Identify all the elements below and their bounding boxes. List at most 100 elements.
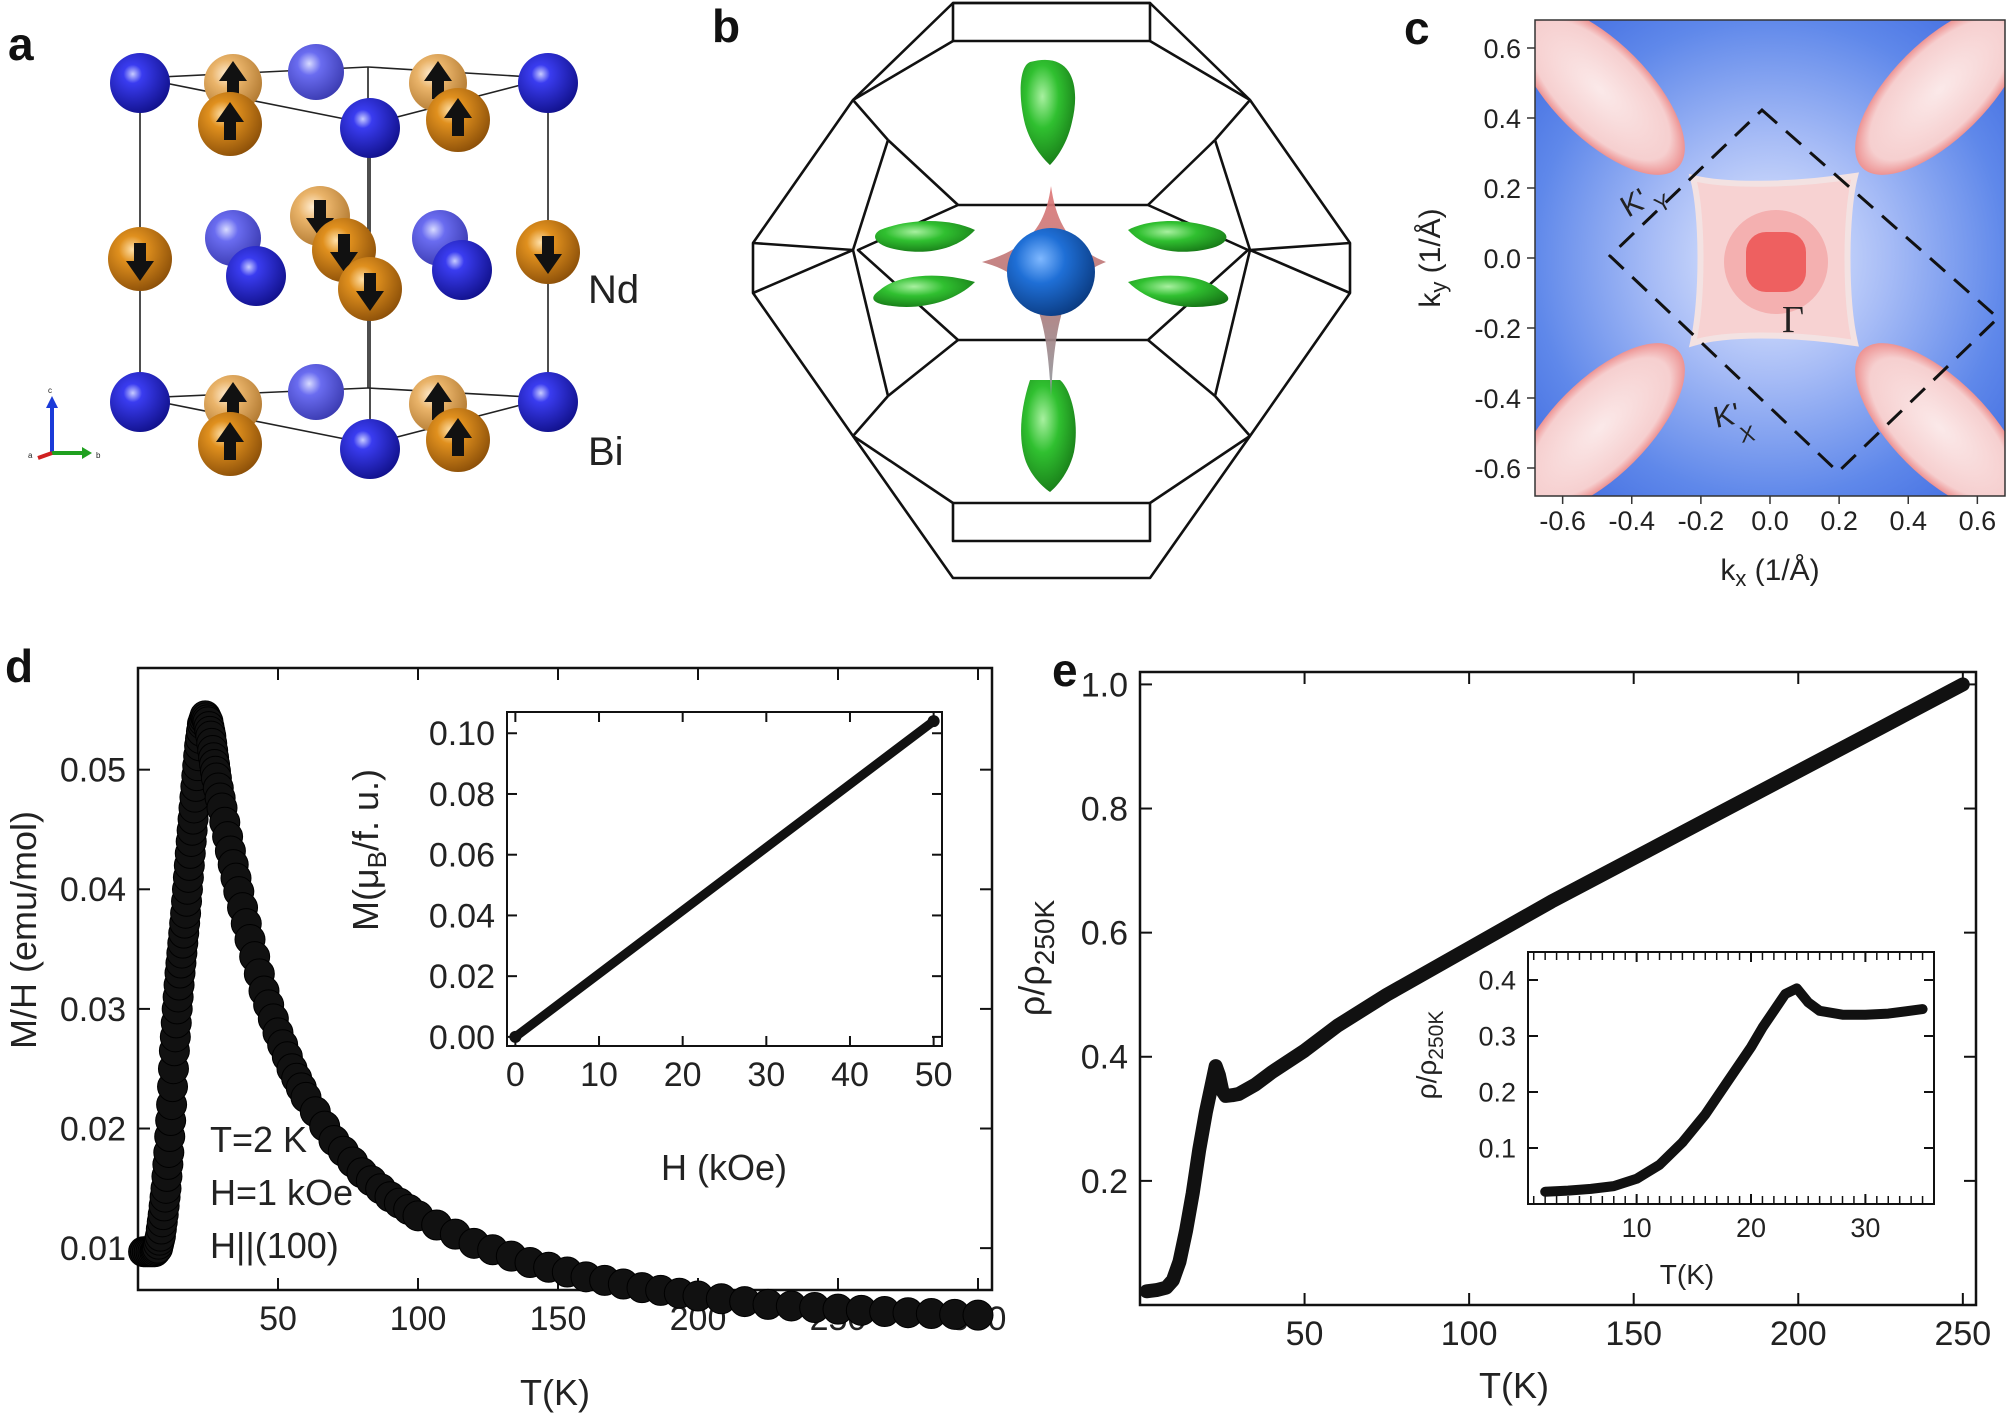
map-x-tick-label: -0.4 xyxy=(1608,506,1655,536)
e-inset-x-tick-label: 30 xyxy=(1850,1213,1880,1243)
d-main-ylabel: M/H (emu/mol) xyxy=(3,811,44,1049)
spin-down-arrow-icon xyxy=(330,234,358,272)
d-main-y-tick-label: 0.04 xyxy=(60,871,126,909)
atom-label-bi: Bi xyxy=(588,430,624,474)
axis-triad: c a b xyxy=(28,386,101,460)
d-inset-x-tick-label: 10 xyxy=(580,1056,618,1094)
map-y-tick-label: -0.6 xyxy=(1474,454,1521,484)
panel-label-e: e xyxy=(1052,644,1078,696)
chart-d-main: 501001502002503000.010.020.030.040.05 xyxy=(60,666,1006,1338)
spin-down-arrow-icon xyxy=(534,236,562,274)
map-image xyxy=(1535,20,2005,496)
e-inset-line xyxy=(1540,983,1928,1197)
d-inset-x-tick-label: 50 xyxy=(915,1056,953,1094)
gamma-label: Γ xyxy=(1782,299,1804,341)
map-y-tick-label: -0.4 xyxy=(1474,384,1521,414)
e-inset-ylabel: ρ/ρ250K xyxy=(1411,1011,1448,1100)
map-axes: -0.6 -0.4 -0.2 0.0 0.2 0.4 0.6 0.6 0.4 0.2 0.0 -0.2… xyxy=(1474,34,1996,536)
d-inset-x-tick-label: 40 xyxy=(831,1056,869,1094)
e-inset-y-tick-label: 0.2 xyxy=(1478,1077,1516,1107)
atoms xyxy=(108,44,580,479)
e-main-x-tick-label: 150 xyxy=(1605,1315,1662,1353)
d-inset-line xyxy=(510,716,939,1042)
e-main-y-tick-label: 1.0 xyxy=(1081,666,1128,704)
d-main-y-tick-label: 0.02 xyxy=(60,1110,126,1148)
d-main-y-tick-label: 0.05 xyxy=(60,752,126,790)
panel-label-d: d xyxy=(5,640,33,692)
kx-point-label: K' X xyxy=(1711,397,1758,448)
d-inset-y-tick-label: 0.10 xyxy=(429,715,495,753)
d-annotation-line-1: T=2 K xyxy=(210,1119,307,1160)
e-main-y-tick-label: 0.6 xyxy=(1081,915,1128,953)
chart-d-inset: 0 10 20 30 40 50 0.00 0.02 0.04 0.06 0.08 0.10 xyxy=(429,711,953,1094)
e-inset-y-tick-label: 0.1 xyxy=(1478,1133,1516,1163)
svg-text:X: X xyxy=(1738,420,1758,448)
panel-d-magnetization: d 501001502002503000.010.020.030.040.05 … xyxy=(3,640,1006,1413)
d-inset-y-tick-label: 0.08 xyxy=(429,776,495,814)
panel-e-resistivity: e 50 100 150 200 250 0.2 0.4 0.6 0.8 1.0 T(K) ρ/ρ… xyxy=(1011,644,1991,1406)
bi-atom xyxy=(340,98,400,158)
e-main-x-tick-label: 200 xyxy=(1770,1315,1827,1353)
spin-down-arrow-icon xyxy=(356,273,384,311)
e-main-x-tick-label: 250 xyxy=(1934,1315,1991,1353)
panel-label-a: a xyxy=(8,18,34,70)
chart-e-main: 50 100 150 200 250 0.2 0.4 0.6 0.8 1.0 xyxy=(1081,666,1991,1353)
e-inset-y-tick-label: 0.3 xyxy=(1478,1021,1516,1051)
bi-atom xyxy=(518,53,578,113)
bi-atom xyxy=(226,246,286,306)
bi-atom xyxy=(432,240,492,300)
map-xlabel: kx (1/Å) xyxy=(1720,554,1819,591)
d-inset-xlabel: H (kOe) xyxy=(661,1147,787,1188)
dashed-zone-boundary xyxy=(1607,107,2001,475)
spin-up-arrow-icon xyxy=(444,98,472,136)
map-x-tick-label: -0.2 xyxy=(1678,506,1725,536)
d-inset-y-tick-label: 0.06 xyxy=(429,837,495,875)
d-inset-ylabel: M(μB/f. u.) xyxy=(345,769,392,931)
map-y-tick-label: 0.4 xyxy=(1483,104,1521,134)
d-annotation: T=2 K H=1 kOe H||(100) xyxy=(210,1119,353,1266)
atom-label-nd: Nd xyxy=(588,268,639,312)
map-y-tick-label: 0.0 xyxy=(1483,244,1521,274)
map-y-tick-label: -0.2 xyxy=(1474,314,1521,344)
d-inset-x-tick-label: 0 xyxy=(506,1056,525,1094)
d-inset-y-tick-label: 0.02 xyxy=(429,958,495,996)
bi-atom xyxy=(110,372,170,432)
spin-up-arrow-icon xyxy=(444,418,472,456)
d-main-x-tick-label: 100 xyxy=(390,1300,447,1338)
panel-label-c: c xyxy=(1404,2,1430,54)
map-x-tick-label: -0.6 xyxy=(1539,506,1586,536)
e-main-ylabel: ρ/ρ250K xyxy=(1011,900,1060,1017)
d-annotation-line-3: H||(100) xyxy=(210,1225,339,1266)
hole-pockets xyxy=(982,186,1106,396)
spin-up-arrow-icon xyxy=(424,61,452,99)
d-main-x-tick-label: 50 xyxy=(259,1300,297,1338)
d-main-y-tick-label: 0.03 xyxy=(60,991,126,1029)
panel-b-fermi-surface: b xyxy=(712,0,1352,580)
e-main-xlabel: T(K) xyxy=(1479,1365,1549,1406)
spin-up-arrow-icon xyxy=(219,382,247,420)
map-x-tick-label: 0.0 xyxy=(1751,506,1789,536)
map-x-tick-label: 0.4 xyxy=(1889,506,1927,536)
e-main-y-tick-label: 0.8 xyxy=(1081,790,1128,828)
map-x-tick-label: 0.6 xyxy=(1959,506,1997,536)
d-inset-x-tick-label: 30 xyxy=(747,1056,785,1094)
e-inset-y-tick-label: 0.4 xyxy=(1478,965,1516,995)
e-main-line xyxy=(1139,677,1970,1299)
bi-atom xyxy=(288,364,344,420)
panel-c-fermi-map: c -0.6 -0.4 -0.2 0.0 0.2 0.4 0.60.60.40.20.0-0… xyxy=(1404,2,2006,591)
e-inset-x-tick-label: 10 xyxy=(1622,1213,1652,1243)
e-inset-x-tick-label: 20 xyxy=(1736,1213,1766,1243)
svg-text:b: b xyxy=(96,451,101,460)
e-main-y-tick-label: 0.2 xyxy=(1081,1163,1128,1201)
map-x-tick-label: 0.2 xyxy=(1820,506,1858,536)
d-inset-point xyxy=(927,715,940,728)
d-inset-y-tick-label: 0.04 xyxy=(429,897,495,935)
e-main-y-tick-label: 0.4 xyxy=(1081,1039,1128,1077)
e-main-x-tick-label: 50 xyxy=(1286,1315,1324,1353)
map-y-tick-label: 0.2 xyxy=(1483,174,1521,204)
d-inset-point xyxy=(509,1030,522,1043)
d-main-xlabel: T(K) xyxy=(520,1372,590,1413)
bi-atom xyxy=(340,419,400,479)
d-main-frame xyxy=(136,666,994,1292)
